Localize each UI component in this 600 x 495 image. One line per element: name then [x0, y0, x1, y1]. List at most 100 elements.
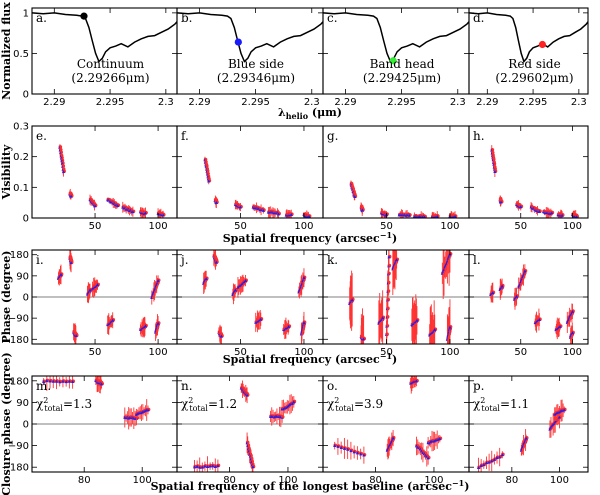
x-axis-label-phase: Spatial frequency (arcsec−1) [223, 351, 398, 366]
x-tick-label: 50 [514, 347, 527, 358]
y-tick-label: 0.2 [13, 152, 29, 163]
data-point-blue [42, 380, 46, 384]
panel-letter: m. [36, 379, 51, 393]
panel-frame [322, 125, 470, 219]
data-point-blue [524, 436, 528, 440]
data-point-blue [519, 205, 523, 209]
data-point-blue [387, 255, 391, 259]
data-point-blue [495, 455, 499, 459]
data-point-blue [491, 291, 495, 295]
data-point-blue [537, 317, 541, 321]
x-tick-label: 50 [234, 221, 247, 232]
panel-title: Band head [370, 57, 435, 71]
data-point-blue [562, 408, 566, 412]
panel-letter: n. [181, 379, 193, 393]
data-point-blue [100, 382, 104, 386]
panel-letter: e. [36, 129, 47, 143]
panel-j: 50 100 j. [176, 249, 324, 358]
data-point-blue [69, 261, 73, 265]
x-tick-label: 2.29 [476, 97, 498, 108]
panel-o: 80 100 o. χ2 total=3.9 [322, 375, 470, 486]
data-point-blue [336, 444, 340, 448]
data-point-blue [307, 214, 311, 218]
x-tick-label: 100 [133, 475, 152, 486]
data-point-blue [192, 465, 197, 469]
y-tick-label: 0 [23, 214, 29, 225]
panel-frame [468, 7, 589, 95]
x-tick-label: 2.29 [188, 97, 210, 108]
x-tick-label: 100 [550, 475, 569, 486]
panel-e: 50 100 0 0.1 0.2 0.3 e. [13, 122, 178, 232]
panel-letter: a. [36, 11, 47, 25]
panel-h: 50 100 h. [468, 125, 589, 232]
x-axis-label-closure: Spatial frequency of the longest baselin… [151, 478, 470, 493]
data-point-blue [359, 452, 363, 456]
data-point-blue [523, 269, 527, 273]
panel-letter: d. [473, 11, 485, 25]
data-point-blue [143, 211, 148, 215]
data-point-blue [479, 463, 483, 467]
panel-i: 50 100 180 90 0 −90 −180 i. [2, 249, 178, 358]
data-point-blue [233, 288, 237, 292]
data-point-blue [353, 195, 357, 199]
data-point-blue [204, 277, 208, 281]
data-point-blue [261, 208, 265, 212]
panel-frame [176, 125, 324, 219]
panel-letter: l. [473, 253, 481, 267]
data-point-blue [476, 466, 481, 470]
data-point-blue [557, 415, 562, 419]
panel-letter: j. [179, 253, 189, 267]
data-point-blue [203, 464, 207, 468]
data-point-blue [214, 200, 218, 204]
x-tick-label: 2.295 [387, 97, 416, 108]
panel-wavelength: (2.29266μm) [71, 71, 149, 85]
panel-wavelength: (2.29602μm) [495, 71, 573, 85]
data-point-blue [414, 379, 419, 383]
data-point-blue [195, 464, 199, 468]
data-point-blue [289, 212, 293, 216]
data-point-blue [493, 169, 497, 173]
x-tick-label: 50 [89, 347, 102, 358]
wavelength-marker [234, 38, 242, 46]
panel-wavelength: (2.29346μm) [217, 71, 295, 85]
data-point-blue [131, 210, 135, 214]
x-tick-label: 100 [424, 475, 443, 486]
data-point-blue [426, 456, 430, 460]
x-tick-label: 2.29 [43, 97, 65, 108]
x-tick-label: 100 [440, 221, 459, 232]
spectrum-line [32, 12, 177, 63]
x-tick-label: 50 [380, 221, 393, 232]
data-point-blue [45, 379, 49, 383]
data-point-blue [200, 465, 204, 469]
row-closure: Closure phase (degree) Spatial frequency … [0, 352, 589, 495]
panel-a: 2.29 2.295 2.3 0 0.5 1 a. Continuum(2.29266μm) [13, 7, 178, 108]
y-tick-label: −90 [8, 314, 29, 325]
panel-letter: k. [327, 253, 338, 267]
data-point-blue [362, 337, 366, 341]
panel-wavelength: (2.29425μm) [363, 71, 441, 85]
x-tick-label: 80 [369, 475, 382, 486]
data-point-blue [213, 464, 217, 468]
data-point-blue [339, 446, 343, 450]
chi-square-label: χ2 total=1.1 [473, 396, 529, 413]
panel-letter: o. [327, 379, 338, 393]
panel-frame [31, 125, 178, 219]
data-point-blue [93, 204, 97, 208]
data-point-blue [333, 444, 337, 448]
x-tick-label: 50 [234, 347, 247, 358]
data-point-blue [360, 208, 364, 212]
data-point-blue [95, 283, 100, 287]
y-tick-label: −180 [2, 463, 29, 474]
data-point-blue [500, 453, 504, 457]
x-tick-label: 100 [294, 347, 313, 358]
data-point-blue [288, 402, 292, 406]
data-point-blue [352, 450, 356, 454]
data-point-blue [272, 415, 276, 419]
data-point-blue [415, 318, 419, 322]
y-tick-label: 0 [23, 420, 29, 431]
data-point-blue [537, 209, 541, 213]
panel-letter: f. [181, 129, 189, 143]
y-tick-label: 0.5 [13, 49, 29, 60]
spectrum-line [323, 12, 469, 63]
